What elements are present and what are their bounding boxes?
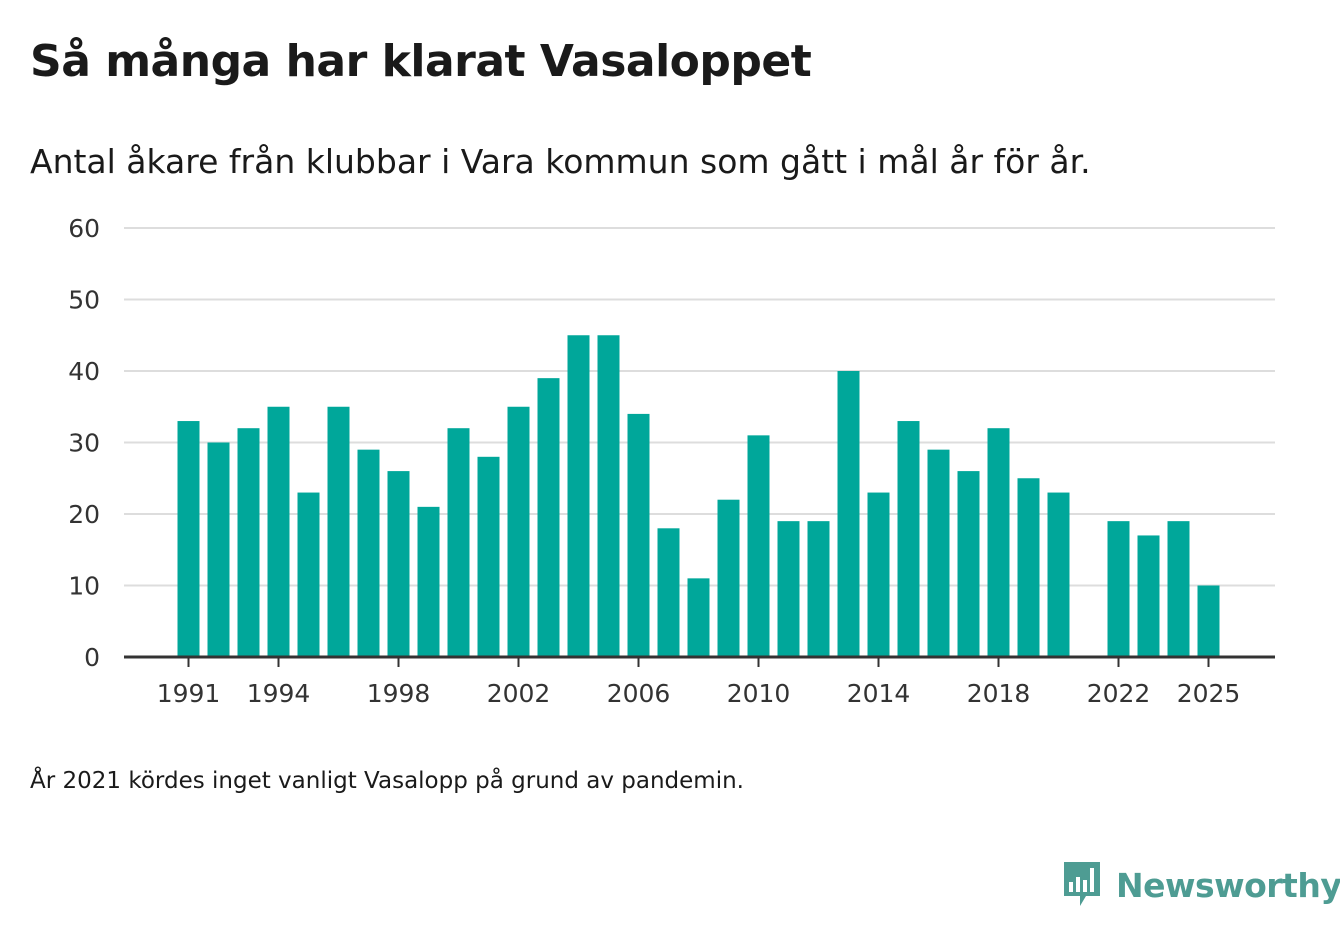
x-tick-label: 2006 <box>607 679 671 708</box>
bar-1993[interactable] <box>237 428 260 657</box>
chart-title: Så många har klarat Vasaloppet <box>30 36 812 87</box>
y-tick-label: 10 <box>68 572 100 601</box>
bar-2020[interactable] <box>1047 492 1070 657</box>
x-tick-label: 2025 <box>1177 679 1241 708</box>
x-tick-label: 1994 <box>247 679 311 708</box>
x-tick-label: 2010 <box>727 679 791 708</box>
chart-subtitle: Antal åkare från klubbar i Vara kommun s… <box>30 142 1091 181</box>
bar-1991[interactable] <box>177 421 200 657</box>
bar-2005[interactable] <box>597 335 620 657</box>
bar-2007[interactable] <box>657 528 680 657</box>
y-tick-label: 60 <box>68 214 100 243</box>
bar-2013[interactable] <box>837 371 860 657</box>
y-tick-label: 40 <box>68 357 100 386</box>
bar-2024[interactable] <box>1167 521 1190 657</box>
gridlines <box>124 227 1275 587</box>
bar-1996[interactable] <box>327 406 350 657</box>
bar-2025[interactable] <box>1197 585 1220 658</box>
y-tick-label: 20 <box>68 500 100 529</box>
bar-2004[interactable] <box>567 335 590 657</box>
x-tick-label: 2002 <box>487 679 551 708</box>
bar-2016[interactable] <box>927 449 950 657</box>
bar-2011[interactable] <box>777 521 800 657</box>
y-tick-label: 50 <box>68 286 100 315</box>
x-tick-label: 2018 <box>967 679 1031 708</box>
bar-2002[interactable] <box>507 406 530 657</box>
brand-name: Newsworthy <box>1116 865 1340 905</box>
bar-2000[interactable] <box>447 428 470 657</box>
axes: 0 10 20 30 40 50 60 1991 1994 1998 2002 2006 2010 201… <box>68 214 1275 708</box>
x-tick-label: 2014 <box>847 679 911 708</box>
bar-1994[interactable] <box>267 406 290 657</box>
bars <box>177 335 1220 658</box>
newsworthy-logo-icon <box>1064 862 1100 906</box>
bar-2012[interactable] <box>807 521 830 657</box>
bar-2017[interactable] <box>957 471 980 657</box>
bar-2018[interactable] <box>987 428 1010 657</box>
bar-2022[interactable] <box>1107 521 1130 657</box>
bar-1992[interactable] <box>207 442 230 658</box>
bar-2015[interactable] <box>897 421 920 657</box>
bar-1998[interactable] <box>387 471 410 657</box>
x-tick-label: 2022 <box>1087 679 1151 708</box>
bar-2019[interactable] <box>1017 478 1040 657</box>
bar-2001[interactable] <box>477 456 500 657</box>
bar-1999[interactable] <box>417 506 440 657</box>
bar-2003[interactable] <box>537 378 560 657</box>
footnote: År 2021 kördes inget vanligt Vasalopp på… <box>30 768 744 794</box>
bar-2009[interactable] <box>717 499 740 657</box>
x-tick-label: 1998 <box>367 679 431 708</box>
bar-1995[interactable] <box>297 492 320 657</box>
bar-2008[interactable] <box>687 578 710 657</box>
bar-2014[interactable] <box>867 492 890 657</box>
y-tick-label: 30 <box>68 429 100 458</box>
bar-chart: 0 10 20 30 40 50 60 1991 1994 1998 2002 2006 2010 201… <box>68 214 1275 708</box>
bar-2023[interactable] <box>1137 535 1160 657</box>
bar-2010[interactable] <box>747 435 770 657</box>
x-tick-label: 1991 <box>157 679 221 708</box>
bar-2006[interactable] <box>627 413 650 657</box>
bar-1997[interactable] <box>357 449 380 657</box>
y-tick-label: 0 <box>84 643 100 672</box>
brand-logo[interactable]: Newsworthy <box>1062 860 1340 910</box>
